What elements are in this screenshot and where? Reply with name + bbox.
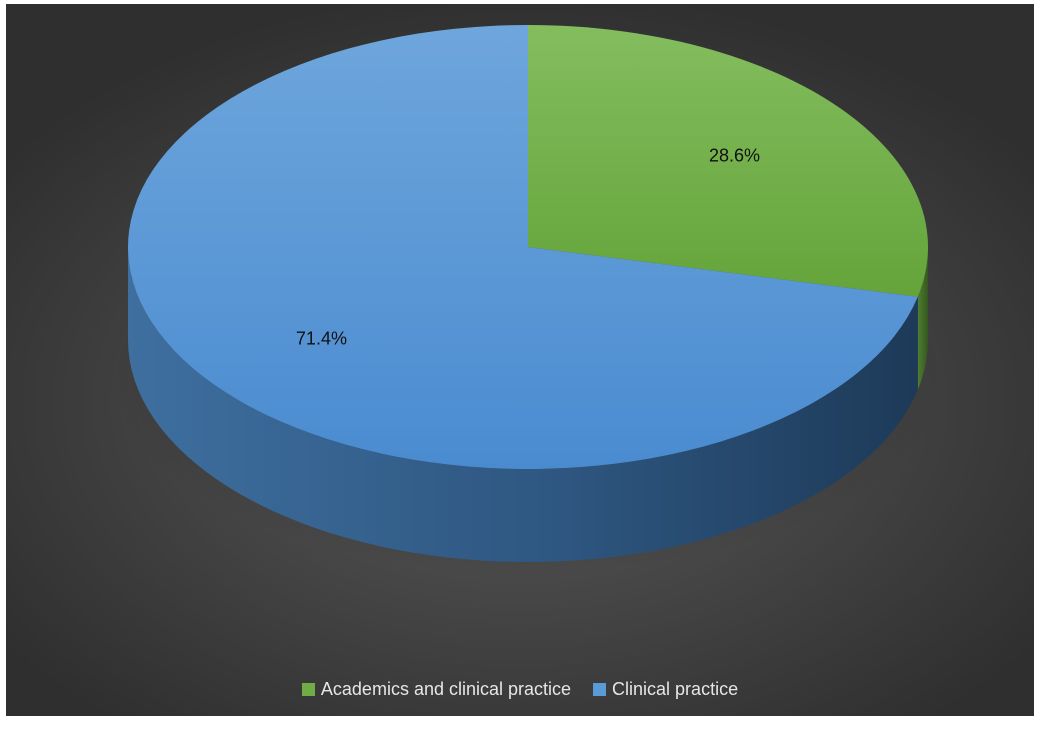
data-label-clinical-practice: 71.4% [296, 328, 347, 348]
legend-label-academics-and-clinical-practice: Academics and clinical practice [320, 679, 572, 699]
legend: Academics and clinical practice Clinical … [6, 679, 1034, 700]
pie-chart: 28.6% 71.4% [110, 25, 946, 574]
legend-swatch-clinical-practice [593, 683, 607, 696]
legend-swatch-academics-and-clinical-practice [301, 683, 315, 696]
legend-item-academics-and-clinical-practice: Academics and clinical practice [301, 679, 572, 700]
chart-area: 28.6% 71.4% Academics and clinical practi… [6, 4, 1034, 716]
data-label-academics-and-clinical-practice: 28.6% [709, 146, 760, 166]
legend-item-clinical-practice: Clinical practice [593, 679, 738, 700]
legend-label-clinical-practice: Clinical practice [612, 679, 739, 699]
pie-side-academics-and-clinical-practice [917, 247, 929, 390]
pie-side-clinical-practice [128, 247, 918, 562]
pie-slice-clinical-practice [127, 25, 918, 469]
pie-slice-academics-and-clinical-practice [528, 25, 928, 297]
